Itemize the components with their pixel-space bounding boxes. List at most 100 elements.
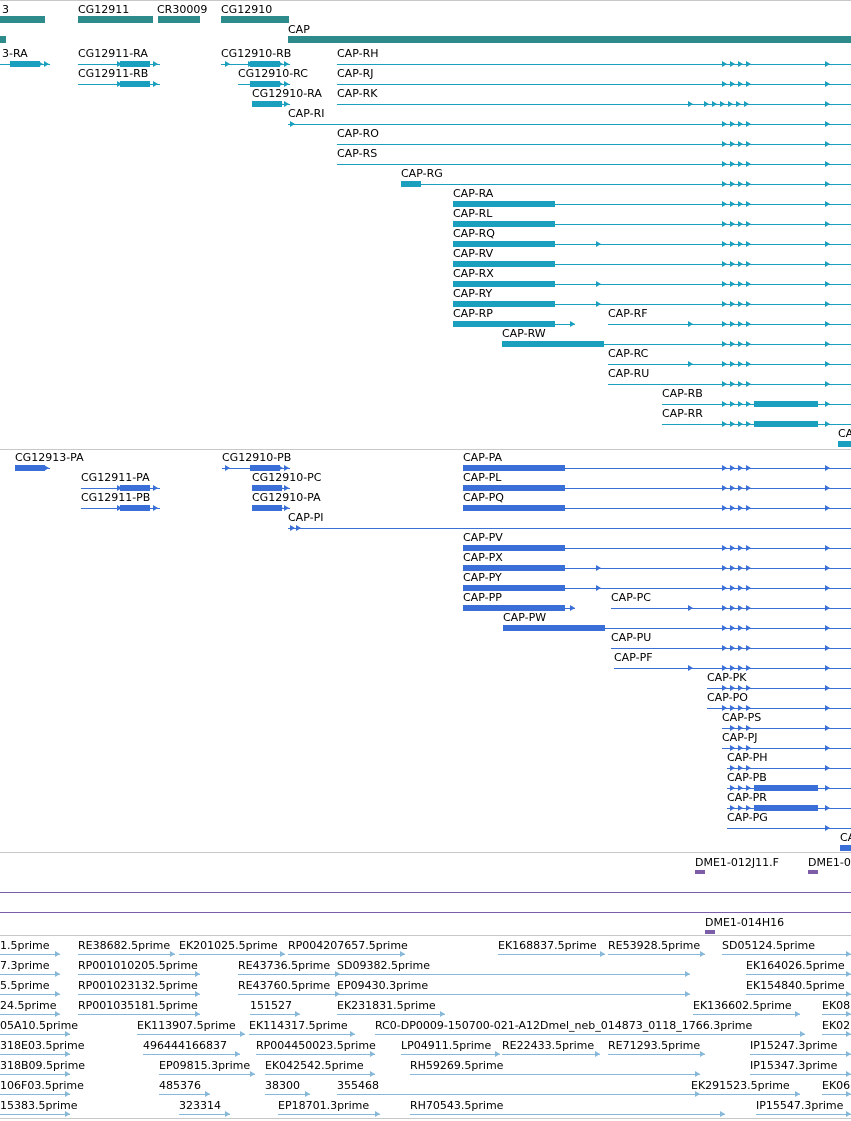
est-line[interactable]	[179, 954, 285, 955]
est-line[interactable]	[750, 1054, 851, 1055]
transcript-exon[interactable]	[838, 441, 851, 447]
est-line[interactable]	[691, 1094, 800, 1095]
est-line[interactable]	[265, 1074, 375, 1075]
protein-line[interactable]	[463, 588, 851, 589]
est-label[interactable]: EK113907.5prime	[137, 1019, 236, 1032]
clone-label[interactable]: DME1-014H16	[705, 916, 785, 929]
est-line[interactable]	[256, 1054, 375, 1055]
protein-label[interactable]: CAP-PH	[727, 751, 768, 764]
protein-label[interactable]: CAP-PO	[707, 691, 748, 704]
protein-line[interactable]	[707, 708, 851, 709]
est-line[interactable]	[0, 1034, 70, 1035]
est-line[interactable]	[337, 974, 690, 975]
clone-marker[interactable]	[695, 870, 705, 874]
transcript-exon[interactable]	[252, 101, 282, 107]
protein-label[interactable]: CG12910-PB	[222, 451, 292, 464]
est-line[interactable]	[179, 1114, 230, 1115]
protein-label[interactable]: CAP-PG	[727, 811, 768, 824]
est-label[interactable]: 1.5prime	[0, 939, 50, 952]
est-label[interactable]: EK114317.5prime	[249, 1019, 348, 1032]
transcript-label[interactable]: CAP-RF	[608, 307, 648, 320]
est-label[interactable]: 38300	[265, 1079, 300, 1092]
est-label[interactable]: 24.5prime	[0, 999, 57, 1012]
est-line[interactable]	[265, 1094, 310, 1095]
gene-label[interactable]: 3	[2, 3, 9, 16]
transcript-line[interactable]	[502, 344, 851, 345]
protein-line[interactable]	[727, 828, 851, 829]
est-label[interactable]: EP09430.3prime	[337, 979, 429, 992]
transcript-label[interactable]: CAP-RA	[453, 187, 494, 200]
est-label[interactable]: RC0-DP0009-150700-021-A12Dmel_neb_014873…	[375, 1019, 753, 1032]
est-line[interactable]	[288, 954, 405, 955]
est-label[interactable]: IP15547.3prime	[756, 1099, 844, 1112]
transcript-label[interactable]: CG12911-RA	[78, 47, 148, 60]
est-label[interactable]: 151527	[250, 999, 292, 1012]
est-line[interactable]	[0, 974, 60, 975]
gene-label[interactable]: CAP	[288, 23, 310, 36]
gene-label[interactable]: CG12911	[78, 3, 130, 16]
est-line[interactable]	[238, 974, 340, 975]
protein-exon[interactable]	[15, 465, 45, 471]
protein-label[interactable]: CG12910-PA	[252, 491, 321, 504]
est-line[interactable]	[746, 974, 851, 975]
gene-bar[interactable]	[288, 36, 851, 43]
transcript-label[interactable]: 3-RA	[2, 47, 28, 60]
transcript-exon[interactable]	[453, 321, 555, 327]
protein-label[interactable]: CAP-PV	[463, 531, 503, 544]
est-label[interactable]: 496444166837	[143, 1039, 227, 1052]
transcript-label[interactable]: CAP-RP	[453, 307, 493, 320]
est-label[interactable]: EK201025.5prime	[179, 939, 278, 952]
est-line[interactable]	[756, 1114, 851, 1115]
transcript-label[interactable]: CG12911-RB	[78, 67, 149, 80]
est-label[interactable]: EK168837.5prime	[498, 939, 597, 952]
protein-label[interactable]: CAP-PI	[288, 511, 324, 524]
protein-label[interactable]: CAP-PL	[463, 471, 502, 484]
transcript-label[interactable]: CG12910-RA	[252, 87, 322, 100]
est-line[interactable]	[0, 1114, 70, 1115]
protein-label[interactable]: CAP-PS	[722, 711, 762, 724]
protein-exon[interactable]	[463, 485, 565, 491]
est-line[interactable]	[0, 1014, 60, 1015]
est-label[interactable]: EK154840.5prime	[746, 979, 845, 992]
gene-label[interactable]: CG12910	[221, 3, 273, 16]
protein-line[interactable]	[707, 688, 851, 689]
est-label[interactable]: RE43736.5prime	[238, 959, 331, 972]
protein-line[interactable]	[463, 488, 851, 489]
est-line[interactable]	[143, 1054, 240, 1055]
transcript-line[interactable]	[337, 64, 851, 65]
est-label[interactable]: RE38682.5prime	[78, 939, 171, 952]
gene-label[interactable]: CR30009	[157, 3, 208, 16]
est-label[interactable]: RE22433.5prime	[502, 1039, 595, 1052]
transcript-line[interactable]	[337, 84, 851, 85]
transcript-line[interactable]	[453, 204, 851, 205]
protein-label[interactable]: CAP-PX	[463, 551, 503, 564]
est-label[interactable]: RE43760.5prime	[238, 979, 331, 992]
est-line[interactable]	[159, 1074, 255, 1075]
transcript-label[interactable]: CAP-RJ	[337, 67, 374, 80]
gene-bar[interactable]	[221, 16, 289, 23]
protein-line[interactable]	[463, 548, 851, 549]
transcript-label[interactable]: CAP-RR	[662, 407, 703, 420]
est-line[interactable]	[498, 954, 605, 955]
est-line[interactable]	[238, 994, 340, 995]
est-line[interactable]	[249, 1034, 355, 1035]
transcript-exon[interactable]	[453, 221, 555, 227]
protein-line[interactable]	[722, 728, 851, 729]
gene-bar[interactable]	[0, 36, 6, 43]
protein-label[interactable]: CG12910-PC	[252, 471, 322, 484]
protein-label[interactable]: CG12913-PA	[15, 451, 84, 464]
clone-marker[interactable]	[808, 870, 818, 874]
est-label[interactable]: EK164026.5prime	[746, 959, 845, 972]
protein-exon[interactable]	[503, 625, 605, 631]
transcript-label[interactable]: CAP-RV	[453, 247, 494, 260]
protein-label[interactable]: CAP-PJ	[722, 731, 758, 744]
est-line[interactable]	[822, 1014, 851, 1015]
transcript-line[interactable]	[608, 364, 851, 365]
protein-exon[interactable]	[463, 505, 565, 511]
protein-label[interactable]: CAP-PU	[611, 631, 652, 644]
est-label[interactable]: EK231831.5prime	[337, 999, 436, 1012]
est-line[interactable]	[0, 994, 60, 995]
est-label[interactable]: EK136602.5prime	[693, 999, 792, 1012]
protein-label[interactable]: CG12911-PB	[81, 491, 151, 504]
est-line[interactable]	[0, 1074, 70, 1075]
